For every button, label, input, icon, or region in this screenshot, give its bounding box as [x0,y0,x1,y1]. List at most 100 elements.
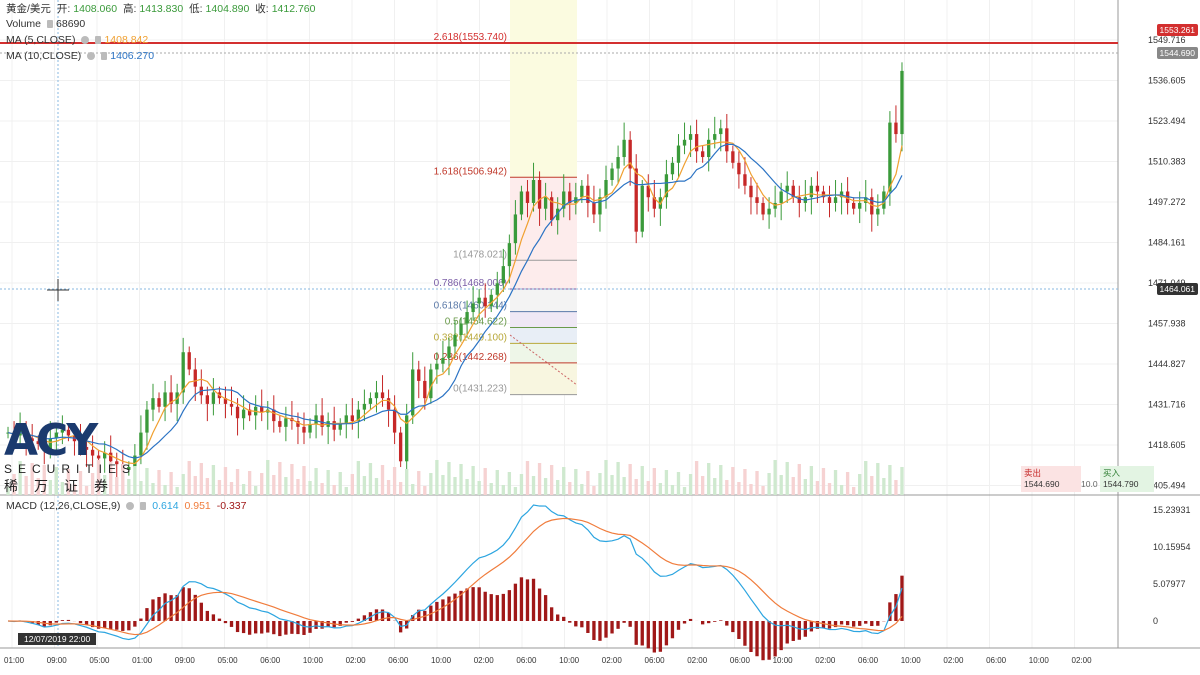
volume-bar [284,477,288,495]
volume-bar [894,480,898,495]
macd-hist-bar [598,621,602,641]
volume-bar [628,464,632,495]
trash-icon[interactable] [47,20,54,29]
candle-body [368,398,373,404]
volume-bar [713,478,717,495]
candle-body [815,185,820,192]
trash-icon[interactable] [140,502,147,511]
volume-bar [247,471,252,495]
hist-value: -0.337 [216,500,247,512]
candle-body [380,392,385,399]
macd-hist-bar [284,621,288,635]
volume-bar [121,464,125,495]
volume-bar [743,469,747,495]
candle-body [556,208,560,221]
macd-hist-bar [362,615,367,621]
x-tick-label: 10:00 [773,656,794,665]
candle-body [761,202,765,215]
macd-hist-bar [344,621,348,623]
candle-body [489,294,493,307]
candle-body [652,197,656,209]
volume-bar [471,466,475,495]
volume-bar [604,460,608,495]
candle-body [495,283,499,295]
x-tick-label: 09:00 [47,656,68,665]
macd-hist-bar [737,621,741,639]
volume-bar [670,485,675,495]
x-tick-label: 10:00 [303,656,324,665]
symbol-label: 黄金/美元 [6,3,51,15]
volume-bar [447,462,451,495]
volume-bar [235,469,240,495]
macd-hist-bar [326,621,330,627]
ma5-legend: MA (5,CLOSE) 1408.842 [6,34,149,46]
y-tick-label: 1484.161 [1148,238,1186,248]
candle-body [586,185,590,203]
fib-band [510,362,577,395]
candle-body [700,151,705,158]
volume-bar [423,486,427,495]
candle-body [429,369,433,399]
fib-zone [510,0,577,178]
volume-bar [707,463,711,495]
candle-body [779,191,783,203]
candle-body [30,438,34,442]
candle-body [827,197,832,203]
volume-bar [18,461,22,495]
macd-hist-bar [688,618,693,621]
fib-trend-line [509,334,578,386]
candle-body [151,398,155,410]
macd-hist-bar [755,621,759,657]
macd-hist-bar [338,621,342,626]
macd-hist-bar [592,621,596,640]
volume-bar [308,481,312,495]
volume-bar [417,471,421,495]
macd-hist-bar [157,596,161,621]
candle-body [411,369,415,416]
volume-bar [700,476,705,495]
settings-icon[interactable] [81,36,90,45]
volume-bar [356,461,361,495]
macd-hist-bar [845,621,850,626]
volume-bar [797,464,801,495]
candle-body [767,208,771,215]
candle-body [423,380,427,399]
volume-bar [495,470,499,495]
volume-bar [562,467,566,495]
macd-hist-bar [604,621,608,638]
macd-value: 0.614 [152,500,179,512]
volume-bar [350,474,354,495]
buy-box[interactable]: 买入 1544.790 [1100,466,1154,492]
candle-body [858,202,862,209]
macd-hist-bar [302,621,306,635]
trash-icon[interactable] [101,52,108,61]
x-tick-label: 01:00 [4,656,25,665]
candle-body [507,243,512,267]
volume-bar [507,472,512,495]
volume-bar [537,463,542,495]
y-tick-label: 1405.494 [1148,481,1186,491]
sell-box[interactable]: 卖出 1544.690 [1021,466,1081,492]
buy-price: 1544.790 [1103,479,1139,489]
macd-hist-bar [163,593,167,621]
candle-body [284,418,288,427]
fib-label: 0(1431.223) [453,384,507,395]
x-tick-label: 10:00 [1029,656,1050,665]
settings-icon[interactable] [126,502,135,511]
candle-body [580,185,584,198]
volume-bar [864,461,868,495]
trash-icon[interactable] [95,36,102,45]
macd-hist-bar [676,621,681,630]
candle-body [332,421,336,430]
macd-hist-bar [272,621,276,635]
macd-hist-bar [459,590,463,621]
candle-body [392,409,397,433]
candle-body [96,455,101,459]
candle-body [876,208,880,215]
settings-icon[interactable] [87,52,96,61]
volume-bar [344,487,348,495]
candle-body [139,432,143,456]
candle-body [145,409,149,433]
volume-bar [362,476,367,495]
